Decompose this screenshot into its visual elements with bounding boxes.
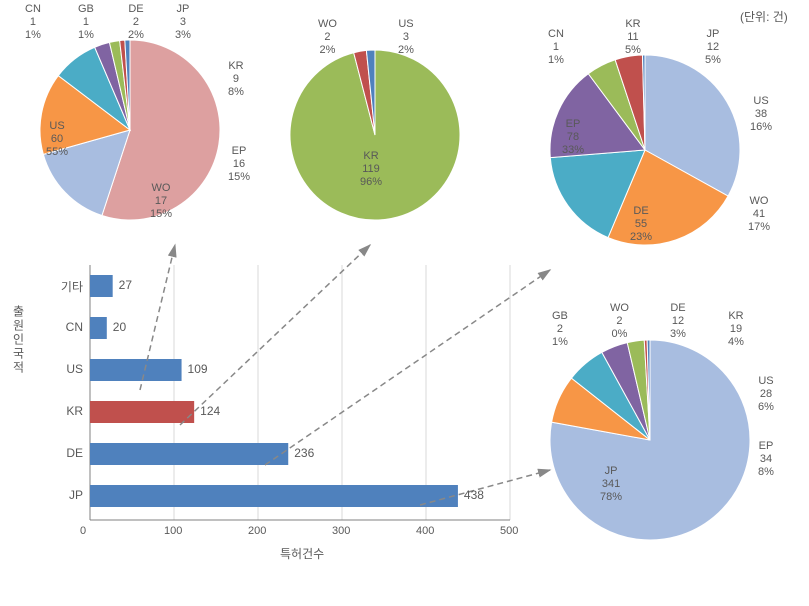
pie-label: US6055% <box>46 120 68 160</box>
pie-label: GB21% <box>552 310 568 350</box>
pie-label: CN11% <box>25 3 41 43</box>
bar <box>90 401 194 423</box>
bar-category: US <box>38 362 83 376</box>
bar-category: KR <box>38 404 83 418</box>
bar <box>90 317 107 339</box>
bar <box>90 443 288 465</box>
pie-label: EP1615% <box>228 145 250 185</box>
pie-label: DE22% <box>128 3 144 43</box>
bar-category: 기타 <box>38 278 83 295</box>
x-tick: 200 <box>248 525 266 537</box>
pie-label: DE5523% <box>630 205 652 245</box>
bar <box>90 275 113 297</box>
pie-label: KR11996% <box>360 150 382 190</box>
pie-label: EP348% <box>758 440 774 480</box>
bar-category: CN <box>38 320 83 334</box>
bar-value: 124 <box>200 404 220 418</box>
x-tick: 500 <box>500 525 518 537</box>
bar-value: 20 <box>113 320 126 334</box>
pie-label: JP33% <box>175 3 191 43</box>
bar-value: 236 <box>294 446 314 460</box>
bar-category: DE <box>38 446 83 460</box>
pie-label: KR98% <box>228 60 244 100</box>
bar-value: 438 <box>464 488 484 502</box>
pie-label: US3816% <box>750 95 772 135</box>
pie-label: JP125% <box>705 28 721 68</box>
pie-label: WO4117% <box>748 195 770 235</box>
pie-label: JP34178% <box>600 465 622 505</box>
pie-label: KR194% <box>728 310 744 350</box>
pie-label: US286% <box>758 375 774 415</box>
x-tick: 100 <box>164 525 182 537</box>
pie-label: KR115% <box>625 18 641 58</box>
bar-value: 27 <box>119 278 132 292</box>
pie-label: WO22% <box>318 18 337 58</box>
y-axis-title: 출원인국적 <box>10 305 27 375</box>
x-tick: 300 <box>332 525 350 537</box>
bar-category: JP <box>38 488 83 502</box>
x-axis-title: 특허건수 <box>280 545 324 562</box>
pie-label: WO1715% <box>150 182 172 222</box>
bar <box>90 485 458 507</box>
x-tick: 0 <box>80 525 86 537</box>
x-tick: 400 <box>416 525 434 537</box>
pie-label: GB11% <box>78 3 94 43</box>
pie-label: US32% <box>398 18 414 58</box>
svg-layer <box>0 0 809 606</box>
connector <box>265 270 550 465</box>
pie-label: CN11% <box>548 28 564 68</box>
pie-label: DE123% <box>670 302 686 342</box>
pie-label: WO20% <box>610 302 629 342</box>
pie-label: EP7833% <box>562 118 584 158</box>
bar-value: 109 <box>188 362 208 376</box>
bar <box>90 359 182 381</box>
